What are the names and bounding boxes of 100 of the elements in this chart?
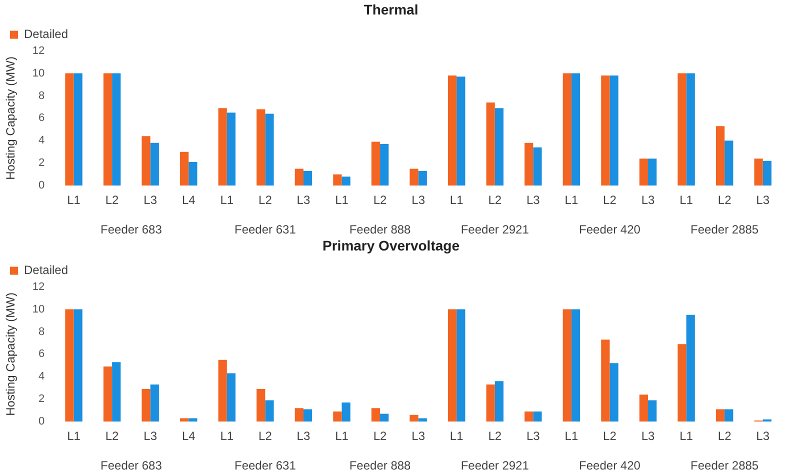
bar (180, 418, 189, 422)
x-tick-label: L2 (488, 429, 502, 444)
y-axis-title: Hosting Capacity (MW) (4, 56, 18, 180)
bar (448, 76, 457, 186)
bar (524, 411, 534, 422)
x-tick-label: L1 (680, 193, 694, 208)
bar (639, 394, 648, 422)
bar (601, 76, 610, 186)
x-tick-label: L3 (526, 429, 540, 444)
bar (533, 411, 542, 422)
x-tick-label: L1 (335, 193, 349, 208)
bar (256, 109, 266, 186)
legend-label: Detailed (24, 263, 68, 278)
text: Feeder 683 (100, 222, 162, 236)
x-tick-label: L2 (373, 429, 388, 444)
bar (303, 409, 312, 422)
bar (533, 147, 542, 186)
bar (112, 362, 121, 422)
x-tick-label: L3 (144, 429, 158, 444)
x-tick-label: L1 (450, 429, 464, 444)
x-tick-label: L1 (450, 193, 464, 208)
y-tick-label: 6 (38, 348, 45, 360)
bar (486, 102, 495, 186)
bar (256, 389, 266, 422)
y-tick-label: 2 (38, 157, 45, 170)
bar (571, 309, 580, 422)
x-tick-label: L1 (564, 193, 578, 208)
bar (103, 73, 112, 186)
bar (265, 114, 274, 186)
bar (150, 142, 159, 186)
x-tick-label: L1 (564, 429, 578, 444)
bar (562, 309, 572, 422)
bar (371, 408, 380, 422)
bar (188, 418, 198, 422)
bar (610, 363, 618, 422)
bar (686, 73, 695, 186)
text: Feeder 420 (579, 458, 641, 472)
x-tick-label: L2 (603, 193, 617, 208)
x-tick-label: L3 (144, 193, 158, 208)
y-tick-label: 0 (38, 180, 45, 192)
bar (112, 73, 121, 186)
y-tick-label: 4 (38, 370, 45, 383)
bar (333, 174, 342, 186)
bar (65, 73, 74, 186)
bar (448, 309, 457, 422)
y-tick-label: 0 (38, 416, 45, 428)
x-tick-label: L1 (67, 193, 81, 208)
bar (494, 381, 504, 422)
bar (716, 409, 725, 422)
bar (686, 314, 695, 422)
x-tick-label: L3 (412, 429, 426, 444)
bar (456, 309, 466, 422)
x-tick-label: L3 (641, 193, 656, 208)
x-tick-label: L1 (220, 429, 234, 444)
bar (74, 73, 82, 186)
bar (678, 344, 686, 422)
bar (724, 140, 734, 186)
bar (571, 73, 580, 186)
x-tick-label: L2 (718, 193, 732, 208)
bar (342, 176, 350, 186)
bar (303, 170, 312, 186)
bar (180, 152, 189, 186)
x-tick-label: L2 (488, 193, 502, 208)
y-axis-title: Hosting Capacity (MW) (4, 292, 18, 416)
y-tick-label: 12 (32, 44, 45, 57)
bar (218, 108, 227, 186)
x-tick-label: L2 (258, 429, 272, 444)
legend-label: Detailed (24, 27, 68, 42)
x-tick-label: L2 (105, 429, 120, 444)
bar (418, 418, 427, 422)
bar (65, 309, 74, 422)
y-tick-label: 2 (38, 393, 45, 406)
bar (716, 126, 725, 186)
y-tick-label: 12 (32, 280, 45, 293)
bar (188, 162, 198, 186)
x-tick-label: L4 (182, 193, 196, 208)
bar (142, 136, 150, 186)
bar (333, 411, 342, 422)
x-tick-label: L3 (756, 193, 770, 208)
x-tick-label: L2 (603, 429, 617, 444)
bar (610, 76, 618, 186)
bar (601, 340, 610, 422)
y-tick-label: 10 (32, 303, 45, 316)
bar (494, 108, 504, 186)
y-tick-label: 4 (38, 134, 45, 147)
bar (524, 142, 534, 186)
chart-title: Primary Overvoltage (322, 237, 460, 254)
text: Feeder 2921 (460, 222, 530, 236)
text: Feeder 631 (234, 222, 296, 236)
x-tick-label: L2 (258, 193, 272, 208)
bar (74, 309, 82, 422)
bar (724, 409, 734, 422)
y-tick-label: 10 (32, 67, 45, 80)
x-tick-label: L2 (718, 429, 732, 444)
x-tick-label: L1 (680, 429, 694, 444)
bar (418, 170, 427, 186)
x-tick-label: L2 (105, 193, 120, 208)
bar (754, 158, 763, 186)
bar (762, 160, 772, 186)
y-tick-label: 8 (38, 90, 45, 102)
